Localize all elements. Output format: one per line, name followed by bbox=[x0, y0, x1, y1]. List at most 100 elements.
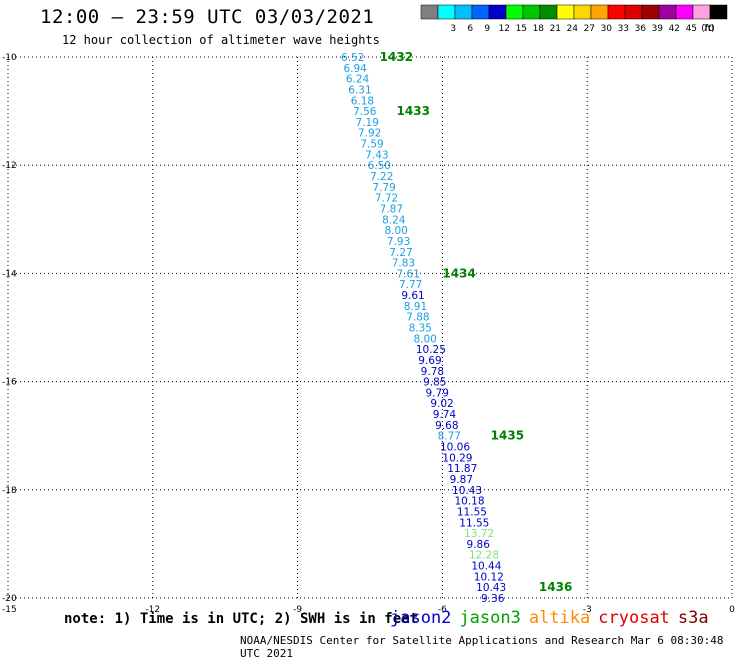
color-swatch-label: 45 bbox=[686, 24, 697, 34]
wave-height-value: 9.86 bbox=[467, 539, 491, 551]
color-swatch bbox=[488, 4, 507, 20]
time-label: 1435 bbox=[491, 429, 524, 443]
wave-height-value: 10.12 bbox=[474, 571, 504, 583]
color-swatch-label: 3 bbox=[450, 24, 456, 34]
wave-height-value: 7.92 bbox=[358, 128, 381, 140]
time-label: 1432 bbox=[380, 50, 413, 64]
color-swatch-label: 70 bbox=[703, 24, 715, 34]
color-swatch-label: 21 bbox=[550, 24, 561, 34]
y-tick-label: -10 bbox=[2, 53, 17, 63]
wave-height-value: 8.91 bbox=[404, 301, 427, 313]
x-tick-label: -12 bbox=[145, 605, 160, 615]
color-swatch bbox=[505, 4, 524, 20]
color-swatch bbox=[556, 4, 575, 20]
color-swatch-label: 33 bbox=[618, 24, 629, 34]
wave-height-value: 7.22 bbox=[370, 171, 393, 183]
color-swatch bbox=[692, 4, 711, 20]
legend-s3a: s3a bbox=[677, 608, 709, 628]
color-swatch bbox=[709, 4, 728, 20]
legend-jason2: jason2 bbox=[390, 608, 452, 628]
legend-altika: altika bbox=[528, 608, 591, 628]
y-tick-label: -16 bbox=[2, 378, 17, 388]
color-swatch bbox=[675, 4, 694, 20]
wave-height-value: 10.25 bbox=[416, 344, 446, 356]
footer-note: note: 1) Time is in UTC; 2) SWH is in fe… bbox=[64, 611, 419, 627]
wave-height-value: 9.79 bbox=[426, 387, 449, 399]
wave-height-value: 6.94 bbox=[343, 63, 367, 75]
color-swatch-label: 6 bbox=[467, 24, 473, 34]
wave-height-value: 7.83 bbox=[392, 258, 415, 270]
y-tick-label: -20 bbox=[2, 594, 17, 604]
time-label: 1436 bbox=[539, 580, 572, 594]
legend-jason3: jason3 bbox=[459, 608, 521, 628]
data-points: 6.526.946.246.316.187.567.197.927.597.43… bbox=[341, 52, 506, 605]
color-swatch bbox=[539, 4, 558, 20]
wave-height-value: 9.36 bbox=[481, 593, 505, 605]
wave-height-value: 11.87 bbox=[447, 463, 477, 475]
wave-height-value: 6.52 bbox=[341, 52, 364, 64]
wave-height-value: 8.77 bbox=[438, 431, 461, 443]
wave-height-value: 6.31 bbox=[348, 84, 371, 96]
wave-height-value: 13.72 bbox=[464, 528, 494, 540]
color-scale-legend: 3 6 9 12 15 18 21 24 27 30 33 36 39 42 45 70(ft) bbox=[420, 4, 728, 34]
wave-height-value: 10.43 bbox=[452, 485, 482, 497]
color-swatch bbox=[437, 4, 456, 20]
color-swatch bbox=[624, 4, 643, 20]
y-tick-label: -14 bbox=[2, 269, 17, 279]
wave-height-value: 7.79 bbox=[372, 182, 395, 194]
wave-height-value: 9.61 bbox=[401, 290, 424, 302]
footer-credit: NOAA/NESDIS Center for Satellite Applica… bbox=[240, 634, 724, 660]
color-swatch bbox=[658, 4, 677, 20]
color-swatch bbox=[420, 4, 439, 20]
wave-height-value: 7.87 bbox=[380, 203, 403, 215]
wave-height-value: 10.43 bbox=[476, 582, 506, 594]
color-swatch-label: 9 bbox=[484, 24, 490, 34]
x-tick-label: -15 bbox=[2, 605, 17, 615]
wave-height-value: 8.00 bbox=[413, 333, 436, 345]
wave-height-value: 6.50 bbox=[368, 160, 391, 172]
wave-height-value: 9.85 bbox=[423, 377, 446, 389]
color-swatch-label: 18 bbox=[533, 24, 545, 34]
wave-height-value: 6.18 bbox=[351, 95, 374, 107]
color-swatch bbox=[471, 4, 490, 20]
time-labels: 1432 1433 1434 1435 1436 bbox=[380, 50, 573, 594]
color-swatch-label: 12 bbox=[499, 24, 510, 34]
time-label: 1433 bbox=[397, 104, 430, 118]
x-tick-label: -9 bbox=[293, 605, 302, 615]
wave-height-value: 11.55 bbox=[457, 506, 487, 518]
wave-height-value: 9.87 bbox=[450, 474, 473, 486]
chart-grid bbox=[7, 56, 733, 599]
wave-height-value: 7.19 bbox=[356, 117, 379, 129]
wave-height-value: 9.68 bbox=[435, 420, 458, 432]
color-swatch-label: 15 bbox=[516, 24, 527, 34]
time-label: 1434 bbox=[442, 266, 475, 280]
y-tick-label: -18 bbox=[2, 486, 17, 496]
color-swatch bbox=[522, 4, 541, 20]
wave-height-value: 7.72 bbox=[375, 193, 398, 205]
wave-height-value: 9.69 bbox=[418, 355, 441, 367]
color-scale-unit: (ft) bbox=[701, 24, 715, 34]
wave-height-value: 6.24 bbox=[346, 74, 370, 86]
legend-cryosat: cryosat bbox=[598, 608, 670, 628]
wave-height-value: 9.74 bbox=[433, 409, 457, 421]
wave-height-value: 7.61 bbox=[397, 268, 420, 280]
x-tick-label: 0 bbox=[729, 605, 735, 615]
wave-height-value: 8.24 bbox=[382, 214, 406, 226]
satellite-legend: jason2 jason3 altika cryosat s3a bbox=[390, 608, 717, 628]
wave-height-value: 7.27 bbox=[389, 247, 412, 259]
y-tick-label: -12 bbox=[2, 161, 17, 171]
color-swatch-label: 36 bbox=[635, 24, 647, 34]
wave-height-value: 9.78 bbox=[421, 366, 444, 378]
axis-ticks: -10 -12 -14 -16 -18 -20 -12 -9 -6 -3 0 -15 bbox=[2, 53, 735, 615]
x-tick-label: -3 bbox=[583, 605, 592, 615]
wave-height-value: 10.44 bbox=[471, 561, 501, 573]
color-swatch-label: 24 bbox=[567, 24, 579, 34]
color-swatch bbox=[641, 4, 660, 20]
wave-height-value: 12.28 bbox=[469, 550, 499, 562]
wave-height-value: 8.00 bbox=[384, 225, 407, 237]
color-swatch bbox=[573, 4, 592, 20]
color-swatch bbox=[454, 4, 473, 20]
color-swatch bbox=[590, 4, 609, 20]
page-title: 12:00 — 23:59 UTC 03/03/2021 bbox=[40, 6, 375, 28]
